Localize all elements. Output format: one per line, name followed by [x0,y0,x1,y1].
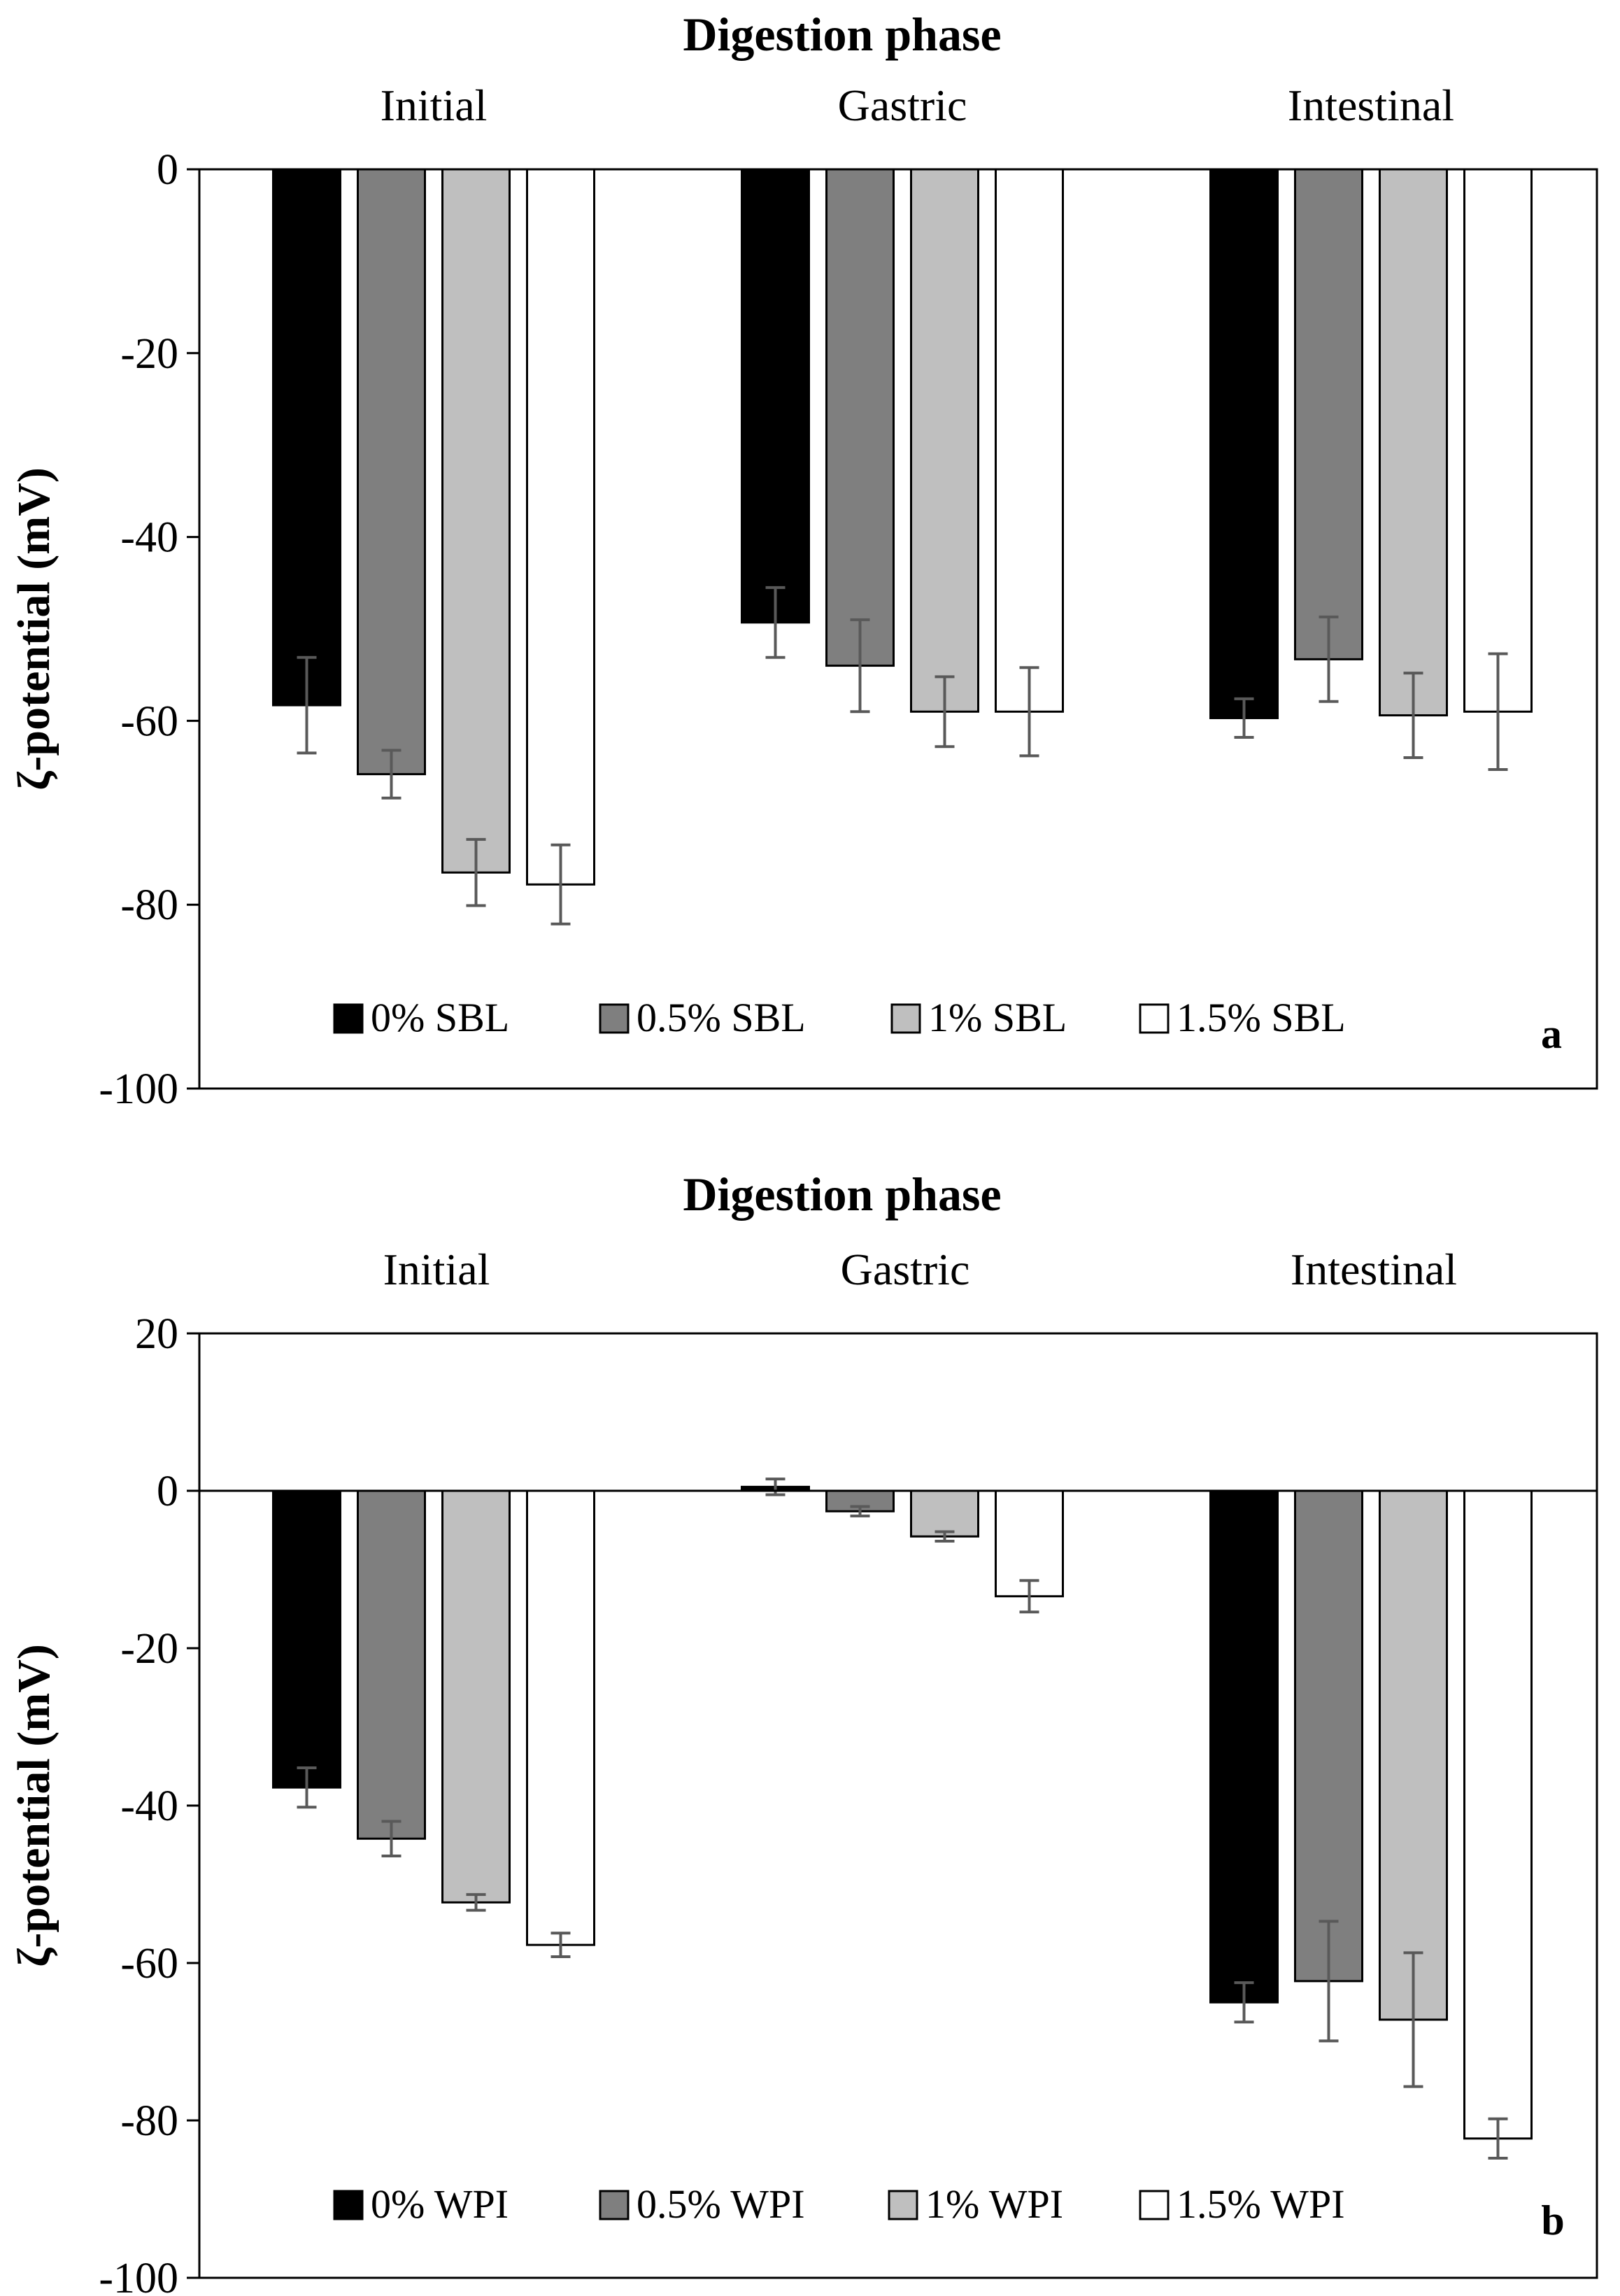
panel-label: a [1541,1011,1562,1057]
y-tick-label: -100 [99,1065,178,1113]
y-axis-label: ζ-potential (mV) [8,467,59,791]
y-tick-label: -80 [120,881,178,929]
bar [526,1489,595,1946]
y-tick-label: -100 [99,2255,178,2296]
category-label: Initial [381,80,488,130]
y-tick-label: -20 [120,1625,178,1673]
category-label: Intestinal [1288,80,1454,130]
legend-swatch [890,1003,921,1034]
legend-label: 0% WPI [371,2181,509,2227]
bar [272,168,341,707]
bar [825,168,895,667]
bar [995,168,1064,713]
y-tick-label: -40 [120,1783,178,1830]
y-tick-label: -80 [120,2097,178,2145]
legend-label: 1.5% WPI [1177,2181,1345,2227]
y-axis-label: ζ-potential (mV) [8,1644,59,1967]
bar [526,168,595,886]
legend-swatch [888,2190,918,2220]
category-label: Gastric [841,1245,970,1294]
bar [357,168,426,776]
legend-label: 0% SBL [371,995,509,1040]
bar [1379,1489,1448,2021]
y-tick-label: -60 [120,1940,178,1987]
legend-swatch [333,2190,364,2220]
legend-label: 0.5% SBL [637,995,806,1040]
y-tick-label: 0 [157,1468,178,1515]
category-label: Gastric [838,80,967,130]
bar [441,1489,511,1904]
bar [1294,168,1363,660]
bar [1463,1489,1533,2140]
legend-swatch [599,2190,630,2220]
y-tick-label: -20 [120,330,178,378]
plot-area [198,168,1598,1090]
legend-swatch [1139,1003,1170,1034]
legend-swatch [333,1003,364,1034]
bar [1379,168,1448,717]
y-tick-label: -60 [120,697,178,745]
y-tick-label: 20 [135,1310,178,1358]
bar [910,168,979,713]
legend-label: 1% SBL [928,995,1067,1040]
chart-title: Digestion phase [683,8,1001,61]
bar [1294,1489,1363,1983]
y-tick-label: 0 [157,146,178,194]
bar [272,1489,341,1789]
panel-label: b [1541,2197,1564,2244]
legend-label: 1% WPI [925,2181,1063,2227]
bar [910,1489,979,1538]
legend-swatch [1139,2190,1170,2220]
category-label: Initial [383,1245,490,1294]
bar [741,168,810,624]
chart-title: Digestion phase [683,1168,1001,1221]
legend-swatch [599,1003,630,1034]
bar [357,1489,426,1840]
legend-label: 1.5% SBL [1177,995,1346,1040]
legend-label: 0.5% WPI [637,2181,805,2227]
bar [1463,168,1533,713]
chart-panel-b: Digestion phase Initial Gastric Intestinal 2… [8,1168,1598,2296]
category-label: Intestinal [1291,1245,1457,1294]
bar [1209,1489,1279,2004]
chart-panel-a: Digestion phase Initial Gastric Intestinal 0… [8,8,1598,1113]
bar [1209,168,1279,719]
y-tick-label: -40 [120,514,178,562]
bar [441,168,511,874]
